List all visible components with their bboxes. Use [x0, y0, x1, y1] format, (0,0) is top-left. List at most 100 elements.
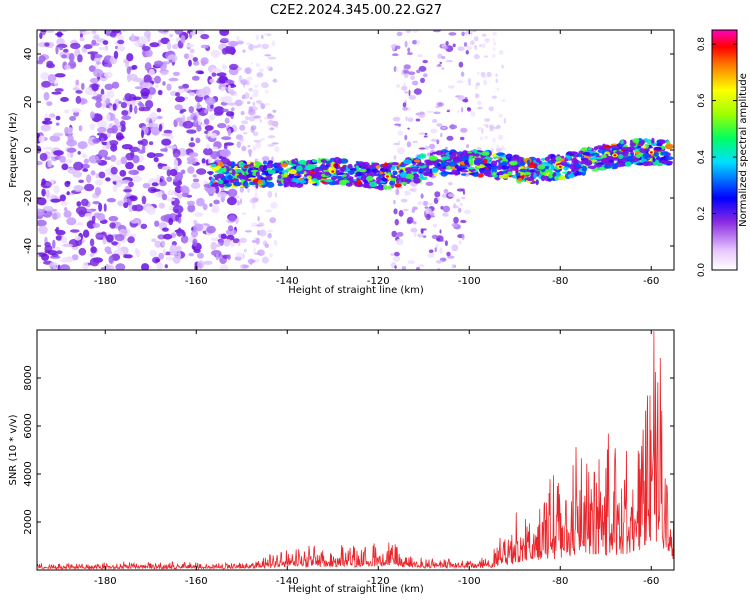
snr-panel: -180 -160 -140 -120 -100 -80 -60 2000 4000 6000 8…	[8, 329, 675, 595]
heatmap-cell	[239, 138, 244, 142]
heatmap-cell	[247, 187, 250, 193]
x-tick-label: -60	[643, 276, 659, 287]
heatmap-cell	[70, 42, 81, 50]
heatmap-cell	[156, 261, 163, 270]
heatmap-cell	[407, 47, 411, 53]
heatmap-cell	[444, 146, 448, 150]
x-tick-label: -100	[458, 276, 481, 287]
heatmap-cell	[144, 62, 152, 71]
heatmap-cell	[437, 163, 441, 167]
heatmap-cell	[437, 53, 443, 59]
heatmap-cell	[184, 88, 189, 92]
heatmap-cell	[55, 115, 61, 121]
heatmap-cell	[47, 250, 58, 256]
heatmap-cell	[213, 199, 220, 205]
heatmap-cell	[228, 214, 237, 222]
heatmap-cell	[444, 240, 448, 247]
heatmap-cell	[120, 120, 126, 127]
heatmap-cell	[570, 151, 578, 155]
heatmap-cell	[82, 229, 90, 238]
heatmap-cell	[38, 225, 48, 235]
heatmap-cell	[104, 71, 113, 79]
heatmap-cell	[519, 168, 528, 173]
heatmap-cell	[491, 148, 494, 153]
heatmap-cell	[466, 151, 472, 154]
heatmap-cell	[225, 239, 232, 243]
heatmap-cell	[296, 171, 305, 175]
heatmap-cell	[490, 160, 498, 167]
heatmap-cell	[417, 233, 424, 238]
heatmap-cell	[131, 175, 143, 183]
heatmap-cell	[425, 181, 434, 186]
heatmap-cell	[486, 71, 492, 78]
heatmap-cell	[452, 43, 456, 48]
heatmap-cell	[140, 87, 150, 97]
heatmap-cell	[303, 172, 307, 175]
heatmap-cell	[245, 172, 249, 175]
snr-y-axis-label: SNR (10 * v/v)	[8, 414, 19, 485]
heatmap-cell	[451, 169, 459, 174]
heatmap-cell	[400, 178, 409, 183]
heatmap-cell	[54, 73, 66, 78]
heatmap-cell	[480, 71, 486, 77]
heatmap-cell	[129, 195, 138, 202]
heatmap-cell	[412, 221, 417, 225]
heatmap-cell	[405, 30, 411, 34]
heatmap-cell	[205, 97, 216, 105]
heatmap-cell	[463, 209, 472, 214]
heatmap-cell	[603, 165, 612, 169]
heatmap-cell	[186, 129, 197, 134]
heatmap-cell	[430, 156, 438, 161]
heatmap-cell	[81, 82, 85, 91]
heatmap-cell	[155, 191, 163, 198]
heatmap-cell	[565, 155, 570, 159]
heatmap-cell	[413, 177, 421, 184]
heatmap-cell	[198, 71, 204, 75]
heatmap-cell	[391, 162, 399, 166]
heatmap-cell	[84, 87, 95, 96]
heatmap-cell	[396, 177, 400, 184]
heatmap-cell	[347, 170, 355, 176]
heatmap-cell	[642, 161, 650, 167]
heatmap-cell	[160, 37, 170, 45]
heatmap-cell	[111, 241, 118, 246]
heatmap-cell	[71, 108, 82, 113]
heatmap-cell	[484, 163, 492, 167]
heatmap-cell	[339, 166, 346, 172]
heatmap-cell	[361, 161, 370, 168]
heatmap-cell	[269, 127, 275, 131]
heatmap-cell	[485, 124, 489, 128]
heatmap-cell	[629, 142, 636, 147]
heatmap-cell	[131, 64, 138, 70]
snr-plot-frame	[36, 329, 675, 571]
heatmap-cell	[495, 78, 498, 84]
heatmap-cell	[162, 81, 166, 86]
heatmap-cell	[175, 96, 185, 103]
heatmap-cell	[624, 161, 632, 167]
heatmap-cell	[95, 173, 99, 179]
heatmap-cell	[182, 120, 194, 129]
heatmap-cell	[362, 183, 370, 188]
heatmap-cell	[185, 43, 194, 48]
heatmap-cell	[166, 198, 176, 202]
heatmap-cell	[239, 124, 246, 131]
heatmap-cell	[358, 168, 367, 173]
heatmap-cell	[121, 110, 129, 116]
heatmap-cell	[535, 157, 541, 163]
heatmap-cell	[188, 152, 199, 158]
heatmap-cell	[415, 118, 421, 122]
heatmap-cell	[425, 208, 432, 214]
heatmap-cell	[335, 169, 341, 175]
x-tick-label: -180	[94, 276, 117, 287]
heatmap-cell	[127, 236, 135, 244]
heatmap-cell	[37, 149, 41, 154]
heatmap-cell	[196, 88, 207, 98]
heatmap-cell	[237, 241, 241, 247]
heatmap-cell	[456, 198, 461, 203]
heatmap-cell	[210, 163, 217, 167]
heatmap-cell	[77, 54, 83, 63]
heatmap-cell	[445, 41, 449, 46]
heatmap-cell	[239, 237, 248, 243]
heatmap-cell	[462, 190, 466, 195]
heatmap-cell	[64, 64, 71, 70]
